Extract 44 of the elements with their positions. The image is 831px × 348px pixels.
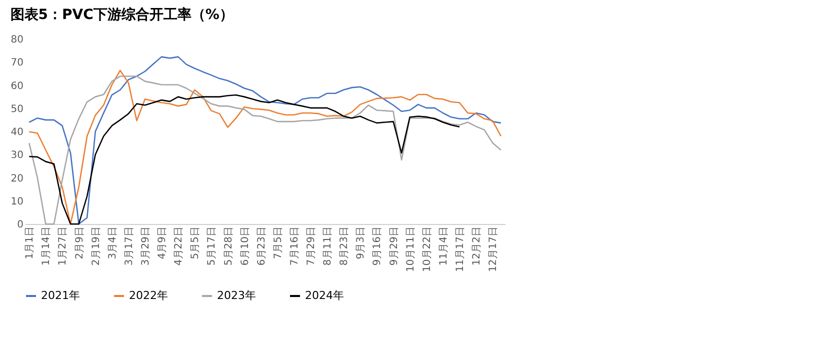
x-tick-label: 1月1日 xyxy=(24,226,36,260)
line-series xyxy=(28,94,460,225)
x-tick-label: 8月11日 xyxy=(322,226,334,266)
y-tick-label: 0 xyxy=(17,220,24,230)
y-tick-label: 30 xyxy=(10,150,24,162)
y-tick-label: 70 xyxy=(10,58,24,69)
x-tick-label: 7月16日 xyxy=(289,226,300,266)
x-tick-label: 9月29日 xyxy=(388,226,400,266)
x-tick-label: 11月4日 xyxy=(438,226,450,266)
x-tick-label: 10月11日 xyxy=(405,226,416,272)
y-tick-label: 60 xyxy=(10,80,24,92)
x-tick-label: 5月17日 xyxy=(206,226,218,266)
y-tick-label: 80 xyxy=(10,34,24,46)
legend-label: 2023年 xyxy=(217,289,256,302)
x-tick-label: 9月16日 xyxy=(372,226,384,266)
legend-label: 2024年 xyxy=(305,289,344,302)
x-tick-label: 4月22日 xyxy=(174,226,185,266)
x-tick-label: 11月17日 xyxy=(454,226,466,272)
y-tick-label: 50 xyxy=(10,104,24,115)
x-tick-label: 6月23日 xyxy=(256,226,268,266)
x-tick-label: 1月14日 xyxy=(41,226,52,266)
x-tick-label: 3月29日 xyxy=(140,226,152,266)
x-tick-label: 9月3日 xyxy=(356,226,367,260)
x-tick-label: 2月9日 xyxy=(74,226,86,260)
x-tick-label: 8月23日 xyxy=(339,226,350,266)
x-tick-label: 3月17日 xyxy=(124,226,135,266)
x-tick-label: 4月9日 xyxy=(157,226,168,260)
x-tick-label: 1月27日 xyxy=(58,226,69,266)
x-tick-label: 5月5日 xyxy=(190,226,202,260)
x-tick-label: 2月19日 xyxy=(90,226,102,266)
legend-label: 2021年 xyxy=(41,289,80,302)
x-tick-label: 12月17日 xyxy=(488,226,500,272)
y-tick-label: 20 xyxy=(10,173,24,184)
x-tick-label: 10月22日 xyxy=(422,226,433,272)
x-tick-label: 3月4日 xyxy=(107,226,118,260)
legend-label: 2022年 xyxy=(129,289,168,302)
chart-title: 图表5：PVC下游综合开工率（%） xyxy=(10,6,234,23)
x-tick-label: 7月5日 xyxy=(272,226,284,260)
x-tick-label: 7月29日 xyxy=(306,226,318,266)
x-tick-label: 12月2日 xyxy=(472,226,483,266)
x-tick-label: 6月10日 xyxy=(240,226,251,266)
y-tick-label: 10 xyxy=(10,196,24,208)
x-tick-label: 5月28日 xyxy=(223,226,234,266)
y-tick-label: 40 xyxy=(10,127,24,138)
